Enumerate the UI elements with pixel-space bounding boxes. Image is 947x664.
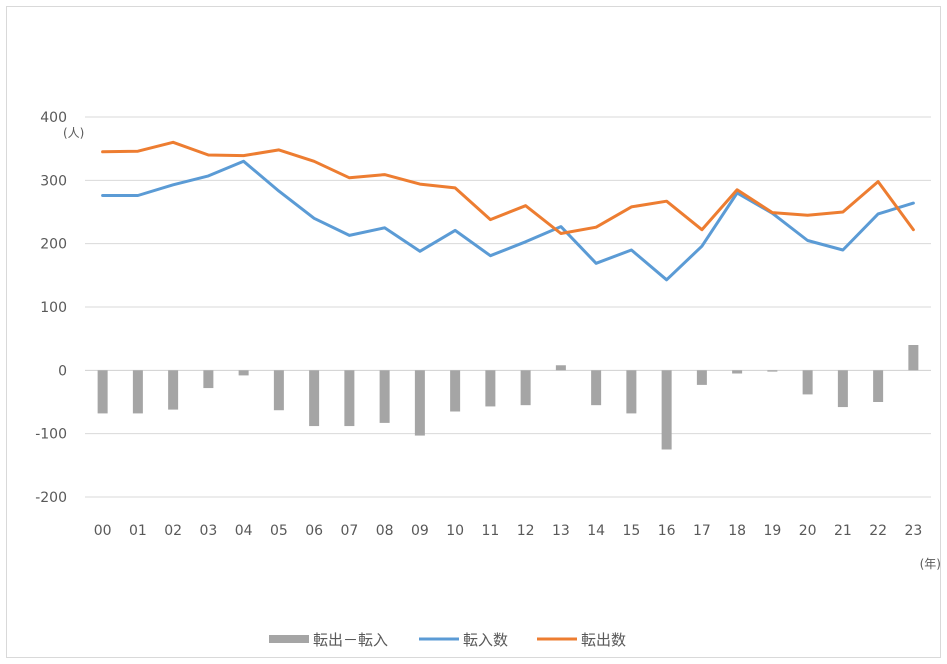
bar-09 [414, 370, 425, 436]
bar-08 [379, 370, 390, 423]
bar-17 [696, 370, 707, 385]
x-tick-label: 05 [270, 523, 288, 539]
bar-21 [837, 370, 848, 408]
x-tick-label: 02 [164, 523, 182, 539]
bar-22 [873, 370, 884, 402]
x-tick-label: 01 [129, 523, 147, 539]
y-tick-label: 200 [40, 237, 67, 253]
bar-series [97, 345, 919, 450]
line-転出数 [101, 140, 915, 235]
y-tick-label: 100 [40, 300, 67, 316]
x-tick-label: 07 [340, 523, 358, 539]
x-tick-label: 15 [622, 523, 640, 539]
x-tick-label: 17 [693, 523, 711, 539]
x-axis-ticks: 00 01 02 03 04 05 06 07 08 09 10 11 12 13 14 15 16 17 18 19… [94, 523, 923, 539]
x-tick-label: 04 [235, 523, 253, 539]
gridlines [85, 116, 931, 498]
x-tick-label: 23 [904, 523, 922, 539]
x-tick-label: 09 [411, 523, 429, 539]
bar-02 [168, 370, 179, 410]
y-tick-label: 400 [40, 110, 67, 126]
bar-13 [555, 365, 566, 371]
x-tick-label: 14 [587, 523, 605, 539]
bar-15 [626, 370, 637, 414]
x-tick-label: 03 [199, 523, 217, 539]
bar-23 [908, 345, 919, 371]
x-tick-label: 08 [376, 523, 394, 539]
y-tick-label: 300 [40, 173, 67, 189]
chart-svg: 400 300 200 100 0 -100 -200 (人) 00 01 02 03 04 05 06… [35, 110, 941, 649]
legend-swatch [269, 635, 309, 643]
y-tick-label: 0 [58, 363, 67, 379]
legend-label: 転出－転入 [313, 631, 388, 649]
legend-label: 転出数 [581, 631, 626, 649]
legend-label: 転入数 [463, 631, 508, 649]
x-tick-label: 16 [658, 523, 676, 539]
x-tick-label: 12 [517, 523, 535, 539]
bar-16 [661, 370, 672, 450]
bar-10 [450, 370, 461, 412]
legend: 転出－転入 転入数 転出数 [269, 631, 626, 649]
bar-01 [132, 370, 143, 414]
x-tick-label: 20 [799, 523, 817, 539]
x-axis-unit: (年) [920, 557, 941, 571]
x-tick-label: 06 [305, 523, 323, 539]
line-series [101, 140, 915, 282]
bar-07 [344, 370, 355, 427]
bar-05 [273, 370, 284, 411]
bar-06 [309, 370, 320, 427]
x-tick-label: 00 [94, 523, 112, 539]
bar-11 [485, 370, 496, 407]
bar-12 [520, 370, 531, 406]
y-axis-unit: (人) [63, 126, 84, 140]
line-転入数 [101, 159, 915, 282]
x-tick-label: 22 [869, 523, 887, 539]
bar-00 [97, 370, 108, 414]
x-tick-label: 18 [728, 523, 746, 539]
x-tick-label: 19 [763, 523, 781, 539]
y-tick-label: -100 [35, 427, 67, 443]
y-tick-label: -200 [35, 490, 67, 506]
x-tick-label: 21 [834, 523, 852, 539]
bar-03 [203, 370, 214, 389]
y-axis-ticks: 400 300 200 100 0 -100 -200 [35, 110, 67, 506]
x-tick-label: 11 [481, 523, 499, 539]
x-tick-label: 10 [446, 523, 464, 539]
bar-04 [238, 370, 249, 376]
bar-19 [767, 370, 778, 372]
bar-18 [732, 370, 743, 374]
bar-20 [802, 370, 813, 395]
x-tick-label: 13 [552, 523, 570, 539]
chart-frame: 400 300 200 100 0 -100 -200 (人) 00 01 02 03 04 05 06… [6, 6, 941, 658]
bar-14 [591, 370, 602, 406]
